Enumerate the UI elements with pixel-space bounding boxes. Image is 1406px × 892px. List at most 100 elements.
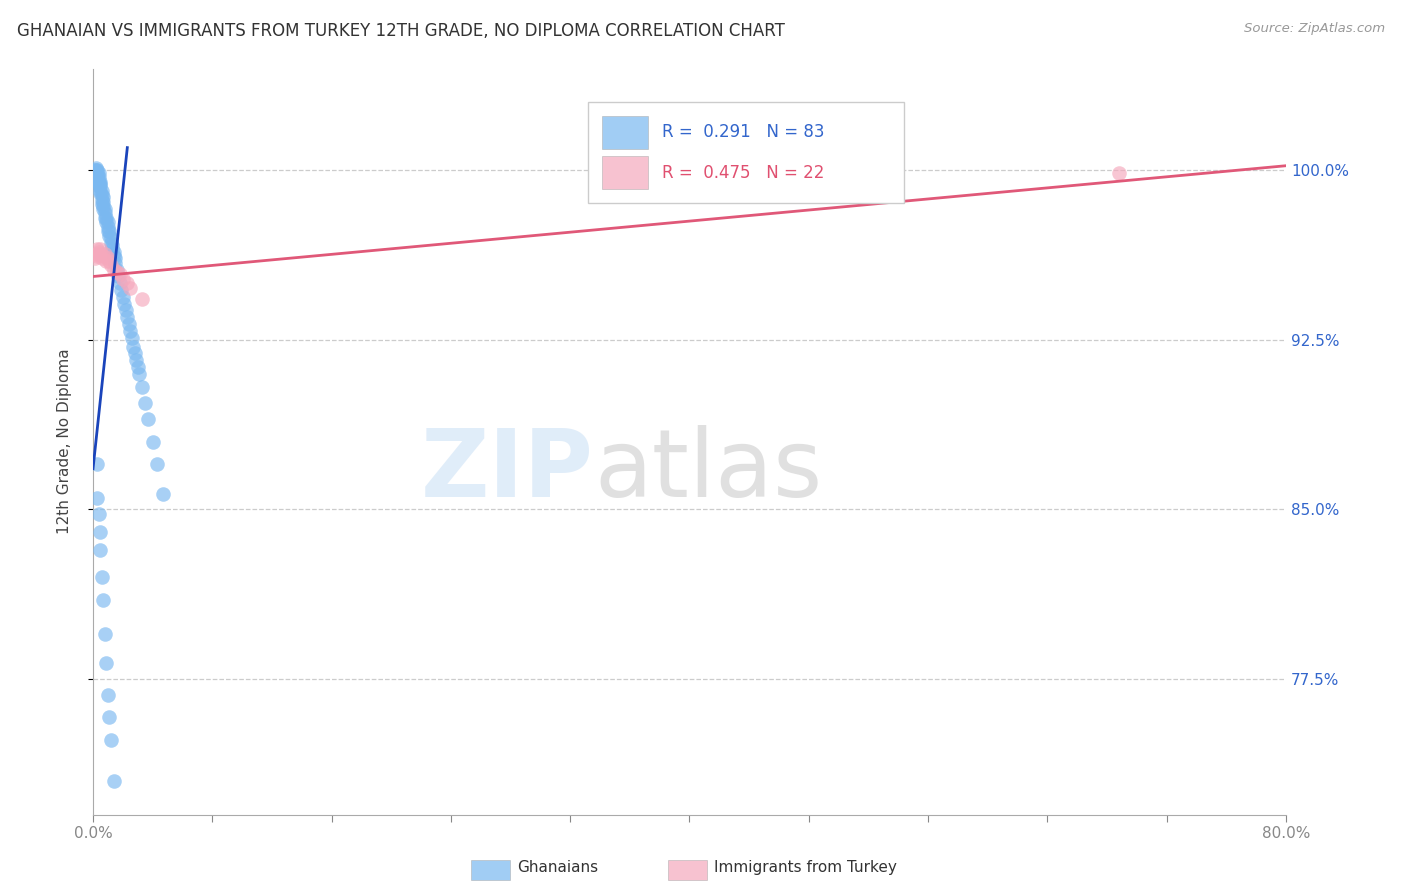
Point	[86, 169, 108, 184]
Point	[120, 281, 142, 295]
Point	[103, 249, 125, 263]
Point	[87, 244, 110, 259]
Point	[89, 243, 111, 257]
Point	[86, 168, 108, 182]
Point	[89, 543, 111, 558]
Point	[108, 267, 131, 281]
Point	[89, 179, 111, 194]
Point	[86, 491, 108, 505]
Point	[86, 165, 108, 179]
Point	[94, 202, 117, 216]
Point	[1108, 165, 1130, 179]
Point	[96, 211, 118, 225]
Point	[131, 292, 153, 306]
Point	[100, 258, 122, 272]
Point	[87, 175, 110, 189]
Point	[104, 256, 127, 270]
Point	[108, 277, 131, 291]
FancyBboxPatch shape	[588, 102, 904, 202]
Point	[87, 507, 110, 521]
Point	[91, 252, 114, 266]
Point	[93, 190, 115, 204]
Point	[94, 247, 117, 261]
Point	[131, 380, 153, 394]
Point	[152, 486, 174, 500]
Point	[83, 252, 105, 266]
Point	[97, 224, 120, 238]
Text: R =  0.475   N = 22: R = 0.475 N = 22	[662, 164, 824, 182]
Point	[111, 290, 134, 304]
Point	[89, 177, 111, 191]
FancyBboxPatch shape	[602, 116, 648, 149]
Text: Source: ZipAtlas.com: Source: ZipAtlas.com	[1244, 22, 1385, 36]
Point	[89, 524, 111, 539]
Point	[136, 412, 159, 426]
Point	[87, 165, 110, 179]
Point	[134, 396, 156, 410]
Text: GHANAIAN VS IMMIGRANTS FROM TURKEY 12TH GRADE, NO DIPLOMA CORRELATION CHART: GHANAIAN VS IMMIGRANTS FROM TURKEY 12TH …	[17, 22, 785, 40]
Point	[93, 199, 115, 213]
Point	[142, 434, 165, 449]
Point	[117, 277, 139, 291]
Point	[91, 570, 114, 584]
Point	[120, 324, 142, 338]
FancyBboxPatch shape	[602, 156, 648, 189]
Point	[105, 262, 128, 277]
Point	[146, 457, 169, 471]
Point	[89, 247, 111, 261]
Point	[97, 215, 120, 229]
Point	[87, 177, 110, 191]
Point	[101, 237, 124, 252]
Point	[86, 163, 108, 178]
Point	[89, 184, 111, 198]
Text: Ghanaians: Ghanaians	[517, 860, 599, 874]
Point	[110, 283, 132, 297]
Point	[87, 169, 110, 184]
Point	[98, 224, 121, 238]
Point	[103, 244, 125, 259]
Point	[96, 215, 118, 229]
Point	[127, 359, 149, 374]
Point	[97, 219, 120, 234]
Point	[84, 168, 107, 182]
Point	[117, 310, 139, 325]
Point	[86, 457, 108, 471]
Y-axis label: 12th Grade, No Diploma: 12th Grade, No Diploma	[58, 349, 72, 534]
Point	[103, 262, 125, 277]
Point	[86, 172, 108, 186]
Point	[89, 186, 111, 200]
Point	[96, 253, 118, 268]
Point	[93, 592, 115, 607]
Point	[100, 231, 122, 245]
Text: ZIP: ZIP	[422, 425, 595, 517]
Point	[105, 265, 128, 279]
Point	[91, 184, 114, 198]
Point	[98, 253, 121, 268]
Point	[93, 249, 115, 263]
Point	[83, 163, 105, 178]
Point	[111, 272, 134, 286]
Point	[93, 194, 115, 209]
Point	[124, 346, 146, 360]
Point	[84, 165, 107, 179]
Point	[121, 330, 143, 344]
Point	[94, 626, 117, 640]
Text: R =  0.291   N = 83: R = 0.291 N = 83	[662, 123, 824, 141]
Point	[128, 367, 150, 381]
Point	[96, 656, 118, 670]
Point	[91, 188, 114, 202]
Point	[100, 235, 122, 250]
Point	[104, 252, 127, 266]
Point	[125, 353, 148, 368]
Point	[100, 733, 122, 747]
Point	[84, 161, 107, 175]
Point	[114, 303, 136, 318]
Point	[91, 197, 114, 211]
Point	[86, 168, 108, 182]
Point	[84, 247, 107, 261]
Point	[103, 773, 125, 788]
Point	[89, 175, 111, 189]
Point	[107, 269, 129, 284]
Point	[86, 249, 108, 263]
Point	[87, 179, 110, 194]
